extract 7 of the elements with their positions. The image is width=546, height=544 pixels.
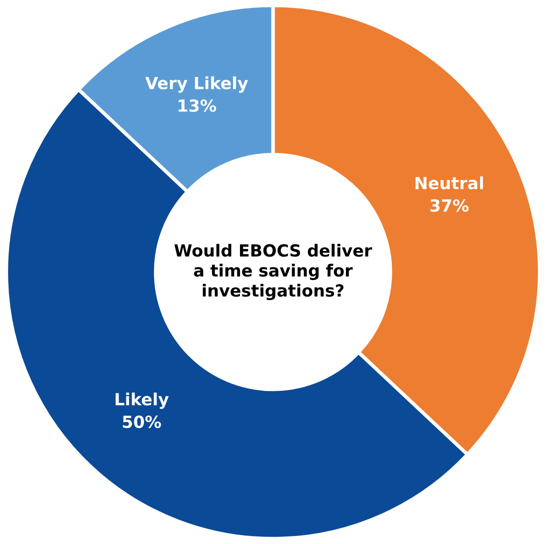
text: Would EBOCS deliver a time saving for investigations? bbox=[174, 244, 372, 300]
slice-label: Likely bbox=[116, 392, 169, 409]
slice-label: Very Likely bbox=[145, 76, 248, 93]
data-label: 13% bbox=[178, 99, 216, 112]
slice-label: Neutral bbox=[416, 176, 483, 190]
data-label: 37% bbox=[430, 199, 469, 212]
data-label: 50% bbox=[122, 415, 161, 428]
